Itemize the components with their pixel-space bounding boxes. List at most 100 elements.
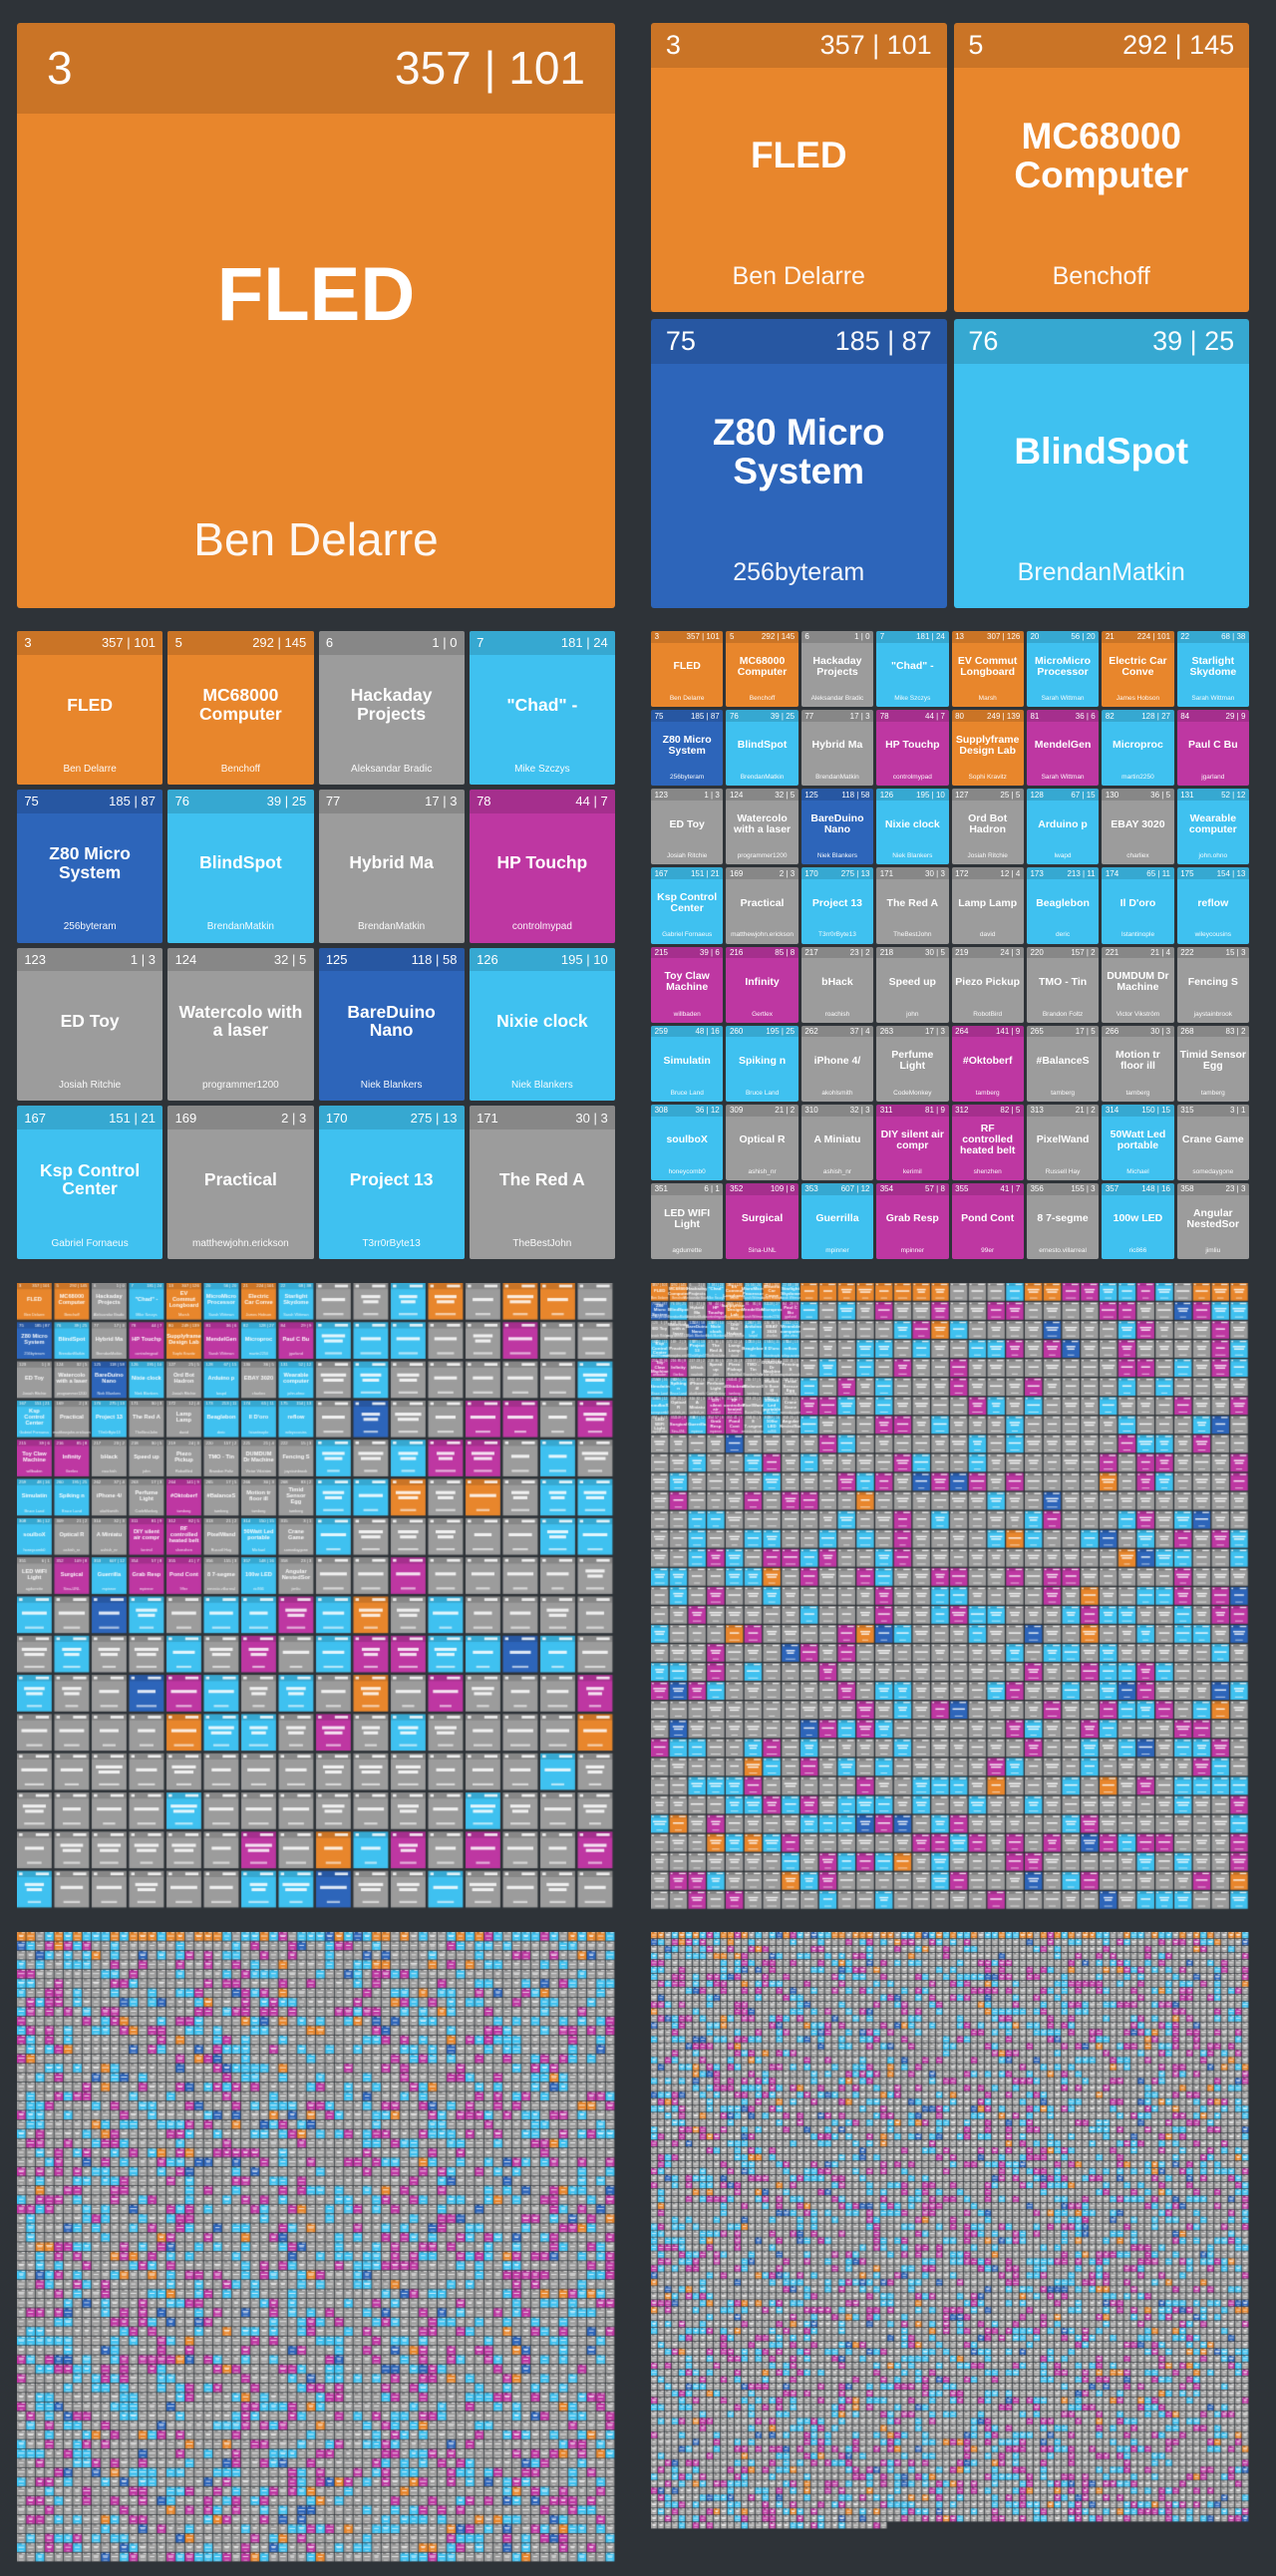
project-card[interactable]: 20 56 | 20 MicroMicro Processor Sarah Wittm… — [1026, 631, 1100, 708]
project-card[interactable]: 217 23 | 2 bHack roachish — [800, 946, 874, 1023]
project-card[interactable]: 127 25 | 5 Ord Bot Hadron Josiah Ritchie — [951, 789, 1024, 865]
project-card[interactable]: 351 6 | 1 LED WIFI Light agdurrette — [651, 1182, 724, 1259]
project-card[interactable]: 3 357 | 101 FLED Ben Delarre — [651, 631, 724, 708]
project-card[interactable]: 6 1 | 0 Hackaday Projects Aleksandar Bradic — [800, 631, 874, 708]
project-card[interactable]: 315 3 | 1 Crane Game somedaygone — [1176, 1104, 1249, 1180]
project-card[interactable]: 76 39 | 25 BlindSpot BrendanMatkin — [167, 789, 314, 943]
project-stats: 275 | 13 — [410, 1110, 458, 1126]
project-card[interactable]: 171 30 | 3 The Red A TheBestJohn — [469, 1106, 615, 1259]
project-card[interactable]: 130 36 | 5 EBAY 3020 charliex — [1102, 789, 1174, 865]
project-card[interactable]: 169 2 | 3 Practical matthewjohn.erickson — [167, 1106, 314, 1259]
project-card[interactable]: 126 195 | 10 Nixie clock Niek Blankers — [469, 947, 615, 1102]
project-card[interactable]: 219 24 | 3 Piezo Pickup RobotBird — [951, 946, 1024, 1023]
project-card[interactable]: 75 185 | 87 Z80 Micro System 256byteram — [651, 319, 947, 608]
project-card[interactable]: 7 181 | 24 "Chad" - Mike Szczys — [469, 631, 615, 785]
project-card[interactable]: 266 30 | 3 Motion tr floor ill tamberg — [1102, 1025, 1174, 1102]
project-card[interactable]: 126 195 | 10 Nixie clock Niek Blankers — [876, 789, 949, 865]
project-card[interactable]: 312 82 | 5 RF controlled heated belt shenzh… — [951, 1104, 1024, 1180]
project-card[interactable]: 81 36 | 6 MendelGen Sarah Wittman — [1026, 710, 1100, 787]
project-card[interactable]: 262 37 | 4 iPhone 4/akohlsmith — [800, 1025, 874, 1102]
project-card-header: 355 41 | 7 — [951, 1182, 1024, 1195]
project-card[interactable]: 78 44 | 7 HP Touchp controlmypad — [469, 789, 615, 943]
project-card[interactable]: 77 17 | 3 Hybrid Ma BrendanMatkin — [318, 789, 465, 943]
project-card[interactable]: 13 307 | 126 EV Commut Longboard Marsh — [951, 631, 1024, 708]
project-card[interactable]: 3 357 | 101 FLED Ben Delarre — [651, 23, 947, 312]
project-card[interactable]: 5 292 | 145 MC68000 Computer Benchoff — [953, 23, 1249, 312]
project-card[interactable]: 84 29 | 9 Paul C Bu jgarland — [1176, 710, 1249, 787]
project-card[interactable]: 21 224 | 101 Electric Car Conve James Hobso… — [1102, 631, 1174, 708]
project-card[interactable]: 124 32 | 5 Watercolo with a laser programme… — [726, 789, 798, 865]
project-card[interactable]: 171 30 | 3 The Red A TheBestJohn — [876, 867, 949, 944]
project-card[interactable]: 5 292 | 145 MC68000 Computer Benchoff — [726, 631, 798, 708]
project-card[interactable]: 3 357 | 101 FLED Ben Delarre — [17, 631, 163, 785]
project-card[interactable]: 216 85 | 8 Infinity Gertlex — [726, 946, 798, 1023]
project-card[interactable]: 358 23 | 3 Angular NestedSor jimliu — [1176, 1182, 1249, 1259]
project-card[interactable]: 215 39 | 6 Toy Claw Machine willbaden — [651, 946, 724, 1023]
project-card[interactable]: 265 17 | 5 #BalanceS tamberg — [1026, 1025, 1100, 1102]
project-title: FLED — [673, 660, 701, 673]
project-card[interactable]: 75 185 | 87 Z80 Micro System 256byteram — [17, 789, 163, 943]
project-card[interactable]: 167 151 | 21 Ksp Control Center Gabriel For… — [17, 1106, 163, 1259]
project-card[interactable]: 170 275 | 13 Project 13 T3rr0rByte13 — [800, 867, 874, 944]
project-card-header: 6 1 | 0 — [318, 631, 465, 655]
project-card[interactable]: 175 154 | 13 reflow wileycousins — [1176, 867, 1249, 944]
project-card[interactable]: 310 32 | 3 A Miniatu ashish_nr — [800, 1104, 874, 1180]
project-card[interactable]: 218 30 | 5 Speed up john — [876, 946, 949, 1023]
project-card[interactable]: 268 83 | 2 Timid Sensor Egg tamberg — [1176, 1025, 1249, 1102]
project-author: 99er — [981, 1246, 995, 1254]
project-card[interactable]: 356 155 | 3 8 7-segme ernesto.villarreal — [1026, 1182, 1100, 1259]
project-card[interactable]: 308 36 | 12 soulboX honeycomb0 — [651, 1104, 724, 1180]
project-card[interactable]: 6 1 | 0 Hackaday Projects Aleksandar Bradic — [318, 631, 465, 785]
project-title: Nixie clock — [884, 817, 940, 830]
zoom-level-6-mosaic[interactable] — [17, 1932, 615, 2562]
project-card[interactable]: 123 1 | 3 ED Toy Josiah Ritchie — [17, 947, 163, 1102]
project-card[interactable]: 125 118 | 58 BareDuino Nano Niek Blankers — [318, 947, 465, 1102]
project-card[interactable]: 76 39 | 25 BlindSpot BrendanMatkin — [726, 710, 798, 787]
project-card[interactable]: 128 67 | 15 Arduino p lwapd — [1026, 789, 1100, 865]
zoom-level-7-mosaic[interactable] — [651, 1932, 1249, 2529]
project-title: A Miniatu — [813, 1133, 861, 1145]
project-card[interactable]: 167 151 | 21 Ksp Control Center Gabriel For… — [651, 867, 724, 944]
zoom-level-4-mosaic[interactable] — [17, 1283, 615, 1910]
project-card[interactable]: 309 21 | 2 Optical R ashish_nr — [726, 1104, 798, 1180]
project-card[interactable]: 263 17 | 3 Perfume Light CodeMonkey — [876, 1025, 949, 1102]
project-card[interactable]: 352 109 | 8 Surgical Sina-UNL — [726, 1182, 798, 1259]
project-card[interactable]: 124 32 | 5 Watercolo with a laser programme… — [167, 947, 314, 1102]
project-card[interactable]: 172 12 | 4 Lamp Lamp david — [951, 867, 1024, 944]
project-card[interactable]: 264 141 | 9 #Oktoberf tamberg — [951, 1025, 1024, 1102]
zoom-level-5-mosaic[interactable] — [651, 1283, 1249, 1910]
project-author: CodeMonkey — [893, 1089, 932, 1097]
project-card[interactable]: 3 357 | 101 FLED Ben Delarre — [17, 23, 615, 608]
project-card[interactable]: 259 48 | 16 Simulatin Bruce Land — [651, 1025, 724, 1102]
project-card[interactable]: 76 39 | 25 BlindSpot BrendanMatkin — [953, 319, 1249, 608]
project-author: Niek Blankers — [511, 1080, 573, 1092]
project-card[interactable]: 314 150 | 15 50Watt Led portable Michael — [1102, 1104, 1174, 1180]
project-author: Josiah Ritchie — [666, 852, 708, 860]
project-card[interactable]: 80 249 | 139 Supplyframe Design Lab Sophi K… — [951, 710, 1024, 787]
project-card[interactable]: 313 21 | 2 PixelWand Russell Hay — [1026, 1104, 1100, 1180]
project-card[interactable]: 169 2 | 3 Practical matthewjohn.erickson — [726, 867, 798, 944]
project-card[interactable]: 125 118 | 58 BareDuino Nano Niek Blankers — [800, 789, 874, 865]
project-card[interactable]: 7 181 | 24 "Chad" - Mike Szczys — [876, 631, 949, 708]
project-card[interactable]: 5 292 | 145 MC68000 Computer Benchoff — [167, 631, 314, 785]
project-card[interactable]: 220 157 | 2 TMO - Tin Brandon Foltz — [1026, 946, 1100, 1023]
project-card[interactable]: 131 52 | 12 Wearable computer john.ohno — [1176, 789, 1249, 865]
project-card[interactable]: 123 1 | 3 ED Toy Josiah Ritchie — [651, 789, 724, 865]
project-card[interactable]: 22 68 | 38 Starlight Skydome Sarah Wittman — [1176, 631, 1249, 708]
project-card[interactable]: 173 213 | 11 Beaglebon deric — [1026, 867, 1100, 944]
project-card[interactable]: 75 185 | 87 Z80 Micro System 256byteram — [651, 710, 724, 787]
project-card[interactable]: 311 81 | 9 DIY silent air compr kerimil — [876, 1104, 949, 1180]
project-title: Crane Game — [1181, 1133, 1244, 1145]
project-card[interactable]: 78 44 | 7 HP Touchp controlmypad — [876, 710, 949, 787]
project-card[interactable]: 174 65 | 11 Il D'oro Istantinople — [1102, 867, 1174, 944]
project-card[interactable]: 357 148 | 16 100w LED ric866 — [1102, 1182, 1174, 1259]
project-card[interactable]: 221 21 | 4 DUMDUM Dr Machine Victor Vikströ… — [1102, 946, 1174, 1023]
project-card[interactable]: 260 195 | 25 Spiking n Bruce Land — [726, 1025, 798, 1102]
project-card[interactable]: 353 607 | 12 Guerrilla mpinner — [800, 1182, 874, 1259]
project-card[interactable]: 354 57 | 8 Grab Resp mpinner — [876, 1182, 949, 1259]
project-card[interactable]: 222 15 | 3 Fencing S jaystainbrook — [1176, 946, 1249, 1023]
project-card[interactable]: 355 41 | 7 Pond Cont 99er — [951, 1182, 1024, 1259]
project-card[interactable]: 82 128 | 27 Microproc martin2250 — [1102, 710, 1174, 787]
project-card[interactable]: 170 275 | 13 Project 13 T3rr0rByte13 — [318, 1106, 465, 1259]
project-card[interactable]: 77 17 | 3 Hybrid Ma BrendanMatkin — [800, 710, 874, 787]
